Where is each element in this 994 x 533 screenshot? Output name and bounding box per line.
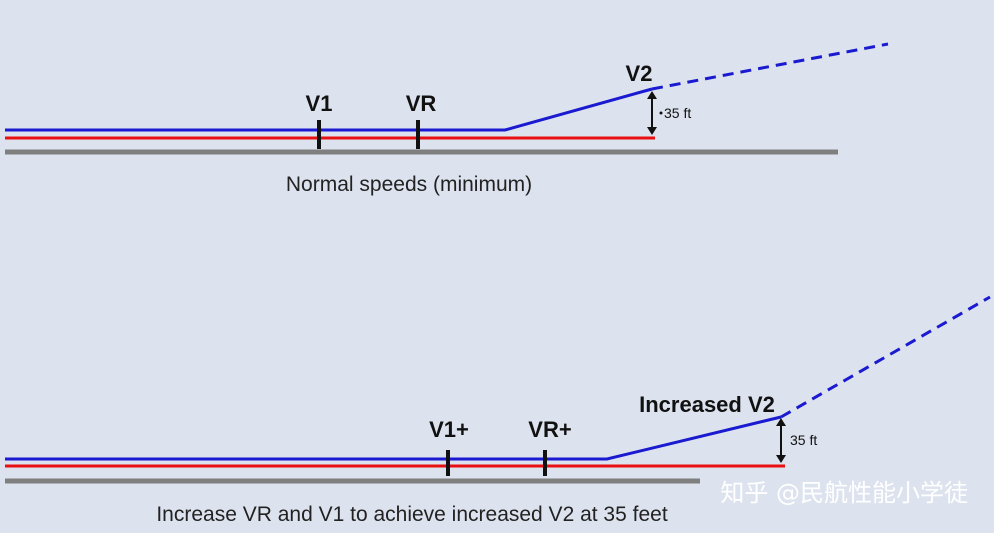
watermark: 知乎 @民航性能小学徒 <box>720 479 968 507</box>
bottom-flight-path <box>5 415 782 461</box>
top-caption: Normal speeds (minimum) <box>286 173 532 196</box>
top-height-dot <box>659 111 663 115</box>
top-v1-label: V1 <box>306 91 333 116</box>
top-flight-path-dashed <box>651 42 889 91</box>
bottom-height-label: 35 ft <box>790 432 817 448</box>
top-panel: V1 VR V2 35 ft Normal speeds (minimum) <box>5 42 889 196</box>
top-flight-path <box>5 87 653 132</box>
top-vr-label: VR <box>406 91 437 116</box>
bottom-v1-label: V1+ <box>429 417 469 442</box>
top-height-arrow <box>647 91 657 135</box>
bottom-caption: Increase VR and V1 to achieve increased … <box>156 503 667 526</box>
top-v2-label: V2 <box>626 61 653 86</box>
top-height-label: 35 ft <box>664 105 691 121</box>
bottom-v2-label: Increased V2 <box>639 392 775 417</box>
bottom-panel: V1+ VR+ Increased V2 35 ft Increase VR a… <box>5 295 991 526</box>
bottom-height-arrow <box>776 418 786 463</box>
bottom-flight-path-dashed <box>780 295 991 419</box>
bottom-vr-label: VR+ <box>528 417 571 442</box>
